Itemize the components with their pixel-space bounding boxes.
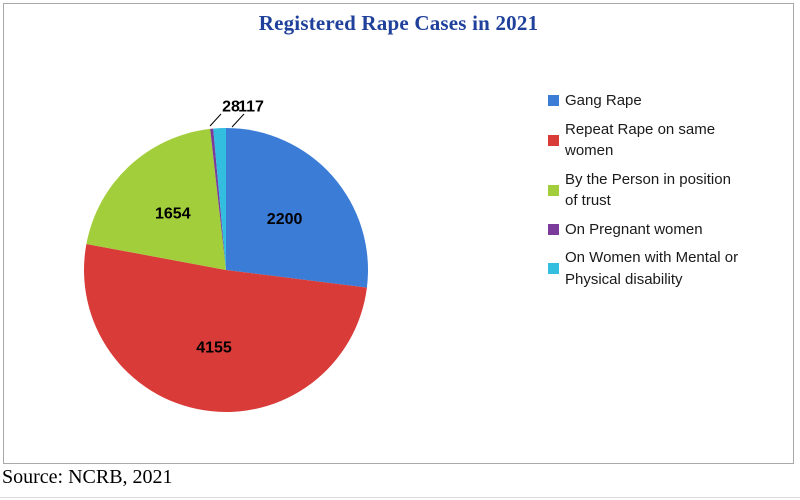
bottom-divider: [0, 497, 800, 498]
legend-swatch: [548, 263, 559, 274]
pie-slice-on-women-with-mental-or-physical-disability: [213, 128, 226, 270]
legend-item-on-women-with-mental-or-physical-disability: On Women with Mental or Physical disabil…: [548, 247, 754, 290]
leader-line-on-women-with-mental-or-physical-disability: [231, 113, 245, 128]
pie-slice-on-pregnant-women: [210, 128, 226, 270]
data-label-repeat-rape-on-same-women: 4155: [196, 340, 232, 357]
source-note: Source: NCRB, 2021: [2, 466, 173, 488]
chart-title: Registered Rape Cases in 2021: [258, 11, 539, 35]
data-label-gang-rape: 2200: [267, 211, 303, 228]
legend-label: By the Person in position of trust: [565, 170, 731, 210]
pie-slice-repeat-rape-on-same-women: [83, 243, 367, 412]
legend: Gang Rape Repeat Rape on same women By the…: [548, 90, 754, 290]
legend-label: On Women with Mental or Physical disabil…: [565, 249, 739, 288]
chart-area: Registered Rape Cases in 2021 2200 4155 16…: [3, 3, 794, 464]
legend-item-repeat-rape-on-same-women: Repeat Rape on same women: [548, 119, 754, 162]
leader-line-on-pregnant-women: [209, 113, 222, 127]
legend-label: Repeat Rape on same women: [565, 120, 716, 160]
data-label-on-women-with-mental-or-physical-disability: 117: [238, 99, 264, 116]
legend-item-on-pregnant-women: On Pregnant women: [548, 219, 754, 241]
data-label-on-pregnant-women: 28: [222, 99, 240, 116]
legend-swatch: [548, 95, 559, 107]
pie-slice-gang-rape: [226, 128, 368, 288]
legend-swatch: [548, 223, 559, 235]
legend-swatch: [548, 134, 559, 146]
legend-label: On Pregnant women: [565, 220, 703, 238]
legend-item-by-the-person-in-position-of-trust: By the Person in position of trust: [548, 169, 754, 212]
legend-swatch: [548, 184, 559, 196]
legend-label: Gang Rape: [565, 92, 642, 109]
pie-slice-by-the-person-in-position-of-trust: [86, 128, 226, 270]
data-label-by-the-person-in-position-of-trust: 1654: [155, 205, 191, 222]
legend-item-gang-rape: Gang Rape: [548, 90, 754, 112]
